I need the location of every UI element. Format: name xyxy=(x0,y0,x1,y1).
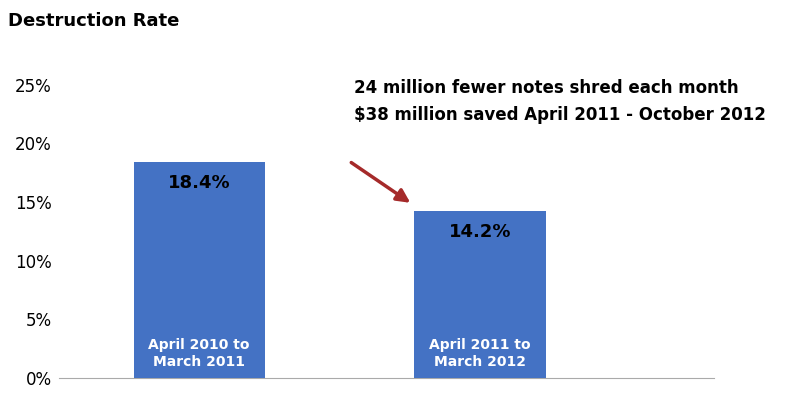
Text: 18.4%: 18.4% xyxy=(168,174,230,192)
Text: 14.2%: 14.2% xyxy=(449,223,511,241)
Text: Destruction Rate: Destruction Rate xyxy=(8,12,179,30)
Text: April 2010 to
March 2011: April 2010 to March 2011 xyxy=(148,339,250,368)
Text: April 2011 to
March 2012: April 2011 to March 2012 xyxy=(430,339,531,368)
Bar xyxy=(414,211,546,378)
Text: $38 million saved April 2011 - October 2012: $38 million saved April 2011 - October 2… xyxy=(354,106,766,124)
Bar xyxy=(134,162,265,378)
Text: 24 million fewer notes shred each month: 24 million fewer notes shred each month xyxy=(354,79,738,97)
